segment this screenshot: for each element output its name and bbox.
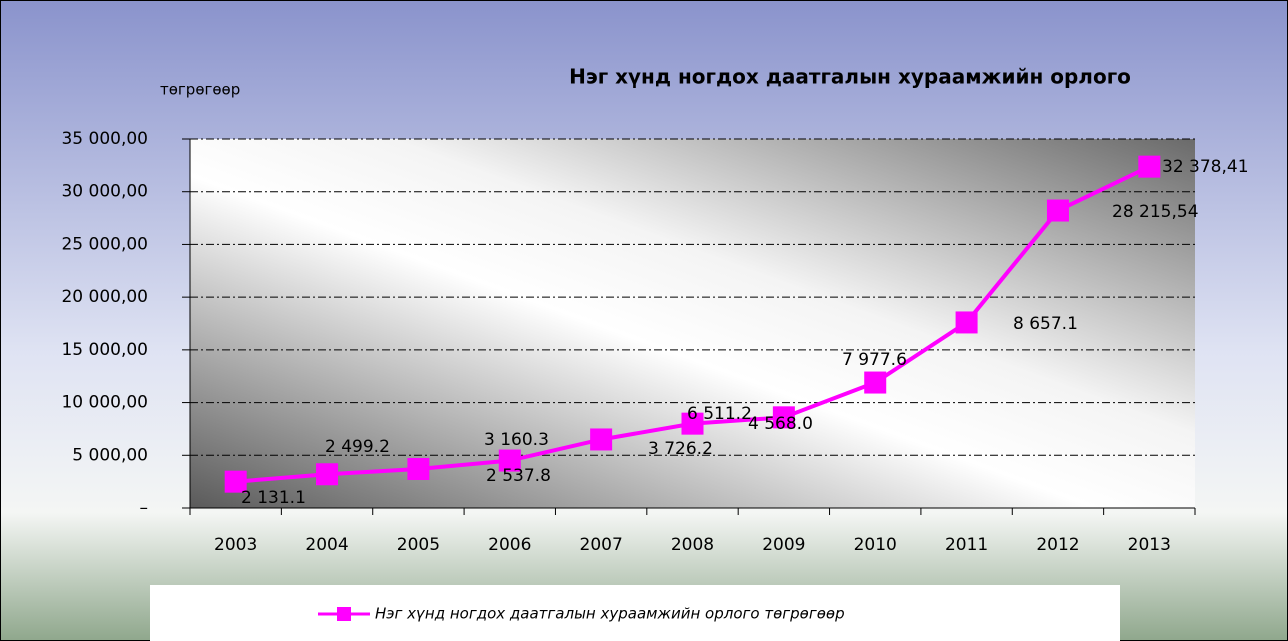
x-tick-label: 2013 — [1128, 535, 1171, 555]
x-tick-label: 2005 — [397, 535, 440, 555]
x-tick-label: 2008 — [671, 535, 714, 555]
marker — [590, 428, 613, 451]
marker — [498, 449, 521, 472]
annotation: 4 568.0 — [748, 414, 813, 434]
x-tick-label: 2004 — [305, 535, 348, 555]
legend-marker — [337, 607, 351, 621]
y-tick-label: 25 000,00 — [61, 234, 148, 254]
legend-box — [150, 585, 1120, 641]
x-tick-label: 2011 — [945, 535, 988, 555]
x-tick-label: 2010 — [854, 535, 897, 555]
annotation: 6 511.2 — [687, 404, 752, 424]
plot-area — [190, 139, 1195, 508]
y-tick-label: 20 000,00 — [61, 287, 148, 307]
x-tick-label: 2003 — [214, 535, 257, 555]
annotation: 2 131.1 — [241, 488, 306, 508]
annotation: 8 657.1 — [1013, 314, 1078, 334]
marker — [772, 406, 795, 429]
y-tick-label: 30 000,00 — [61, 182, 148, 202]
y-tick-label: 15 000,00 — [61, 340, 148, 360]
marker — [681, 412, 704, 435]
annotation: 3 726.2 — [648, 439, 713, 459]
marker — [1046, 199, 1069, 222]
annotation: 3 160.3 — [484, 430, 549, 450]
chart-title: Нэг хүнд ногдох даатгалын хураамжийн орл… — [569, 65, 1131, 89]
y-tick-label: 5 000,00 — [72, 445, 148, 465]
annotation: 7 977.6 — [842, 350, 907, 370]
y-tick-label: – — [140, 498, 149, 518]
marker — [316, 463, 339, 486]
y-axis-label: төгрөгөөр — [160, 81, 240, 99]
x-tick-label: 2012 — [1036, 535, 1079, 555]
marker — [864, 371, 887, 394]
marker — [407, 457, 430, 480]
annotation: 2 537.8 — [486, 466, 551, 486]
y-tick-label: 10 000,00 — [61, 393, 148, 413]
marker — [224, 470, 247, 493]
marker — [955, 311, 978, 334]
x-tick-label: 2007 — [580, 535, 623, 555]
legend-label: Нэг хүнд ногдох даатгалын хураамжийн орл… — [375, 605, 845, 623]
y-tick-label: 35 000,00 — [61, 129, 148, 149]
annotation: 32 378,41 — [1162, 157, 1249, 177]
annotation: 28 215,54 — [1112, 202, 1199, 222]
annotation: 2 499.2 — [325, 437, 390, 457]
x-tick-label: 2009 — [762, 535, 805, 555]
x-tick-label: 2006 — [488, 535, 531, 555]
marker — [1138, 155, 1161, 178]
